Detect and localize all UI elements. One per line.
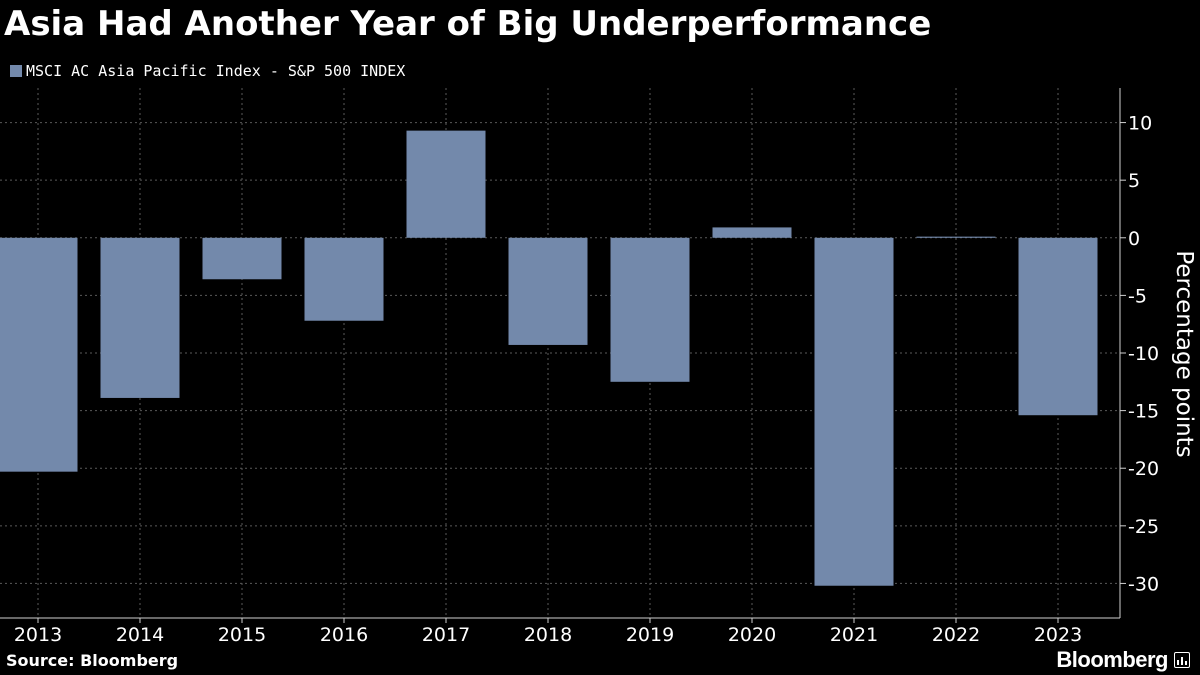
bar-2018 [508, 237, 588, 345]
y-tick-label: -20 [1128, 458, 1159, 480]
y-axis-title: Percentage points [1171, 250, 1197, 457]
bar-2020 [712, 227, 792, 238]
x-tick-label: 2022 [932, 624, 980, 646]
x-tick-label: 2023 [1034, 624, 1082, 646]
y-tick-label: -15 [1128, 401, 1159, 423]
x-tick-label: 2018 [524, 624, 572, 646]
x-tick-label: 2014 [116, 624, 164, 646]
x-tick-label: 2013 [14, 624, 62, 646]
y-tick-label: 0 [1128, 228, 1140, 250]
x-tick-label: 2016 [320, 624, 368, 646]
x-tick-label: 2020 [728, 624, 776, 646]
bar-2021 [814, 237, 894, 586]
y-tick-label: -30 [1128, 573, 1159, 595]
bar-chart-icon [1174, 652, 1190, 668]
x-tick-label: 2019 [626, 624, 674, 646]
y-tick-label: 5 [1128, 170, 1140, 192]
y-tick-label: -25 [1128, 516, 1159, 538]
y-tick-label: -10 [1128, 343, 1159, 365]
y-tick-label: -5 [1128, 285, 1147, 307]
bar-2015 [202, 237, 282, 280]
x-tick-label: 2015 [218, 624, 266, 646]
bar-2022 [916, 236, 996, 238]
brand-name: Bloomberg [1056, 647, 1168, 672]
bar-2017 [406, 130, 486, 238]
chart-title: Asia Had Another Year of Big Underperfor… [4, 4, 932, 44]
bar-2019 [610, 237, 690, 382]
y-tick-label: 10 [1128, 113, 1152, 135]
x-tick-label: 2021 [830, 624, 878, 646]
x-tick-label: 2017 [422, 624, 470, 646]
bar-2013 [0, 237, 78, 472]
bar-2016 [304, 237, 384, 321]
bar-2014 [100, 237, 180, 398]
source-note: Source: Bloomberg [6, 651, 179, 670]
brand-logo: Bloomberg [1056, 648, 1190, 672]
legend: MSCI AC Asia Pacific Index - S&P 500 IND… [10, 60, 405, 82]
legend-label: MSCI AC Asia Pacific Index - S&P 500 IND… [26, 62, 406, 80]
legend-swatch [10, 65, 22, 77]
bar-2023 [1018, 237, 1098, 416]
